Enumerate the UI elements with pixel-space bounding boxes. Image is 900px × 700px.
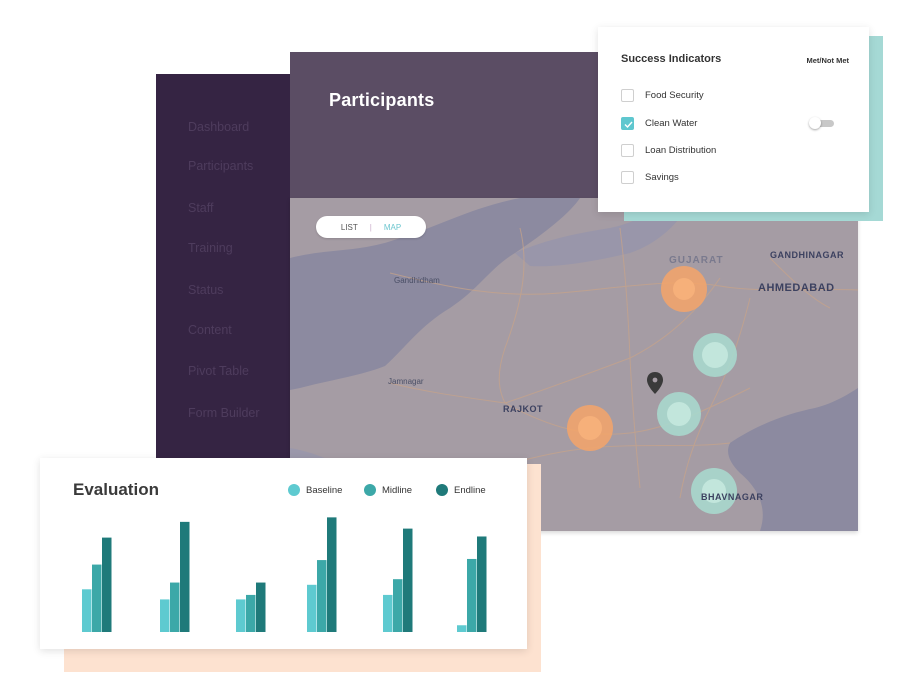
map-roads — [389, 227, 858, 499]
food-security-checkbox[interactable] — [621, 88, 634, 102]
indicator-label: Food Security — [645, 89, 704, 101]
indicator-loan-distribution[interactable]: Loan Distribution — [621, 142, 716, 158]
gulf-of-kutch — [290, 198, 580, 390]
bar-baseline-3 — [236, 599, 246, 632]
evaluation-title: Evaluation — [73, 480, 159, 499]
bar-endline-2 — [180, 521, 190, 632]
cluster-teal-2[interactable] — [657, 392, 701, 436]
bar-baseline-5 — [383, 594, 393, 632]
bar-midline-3 — [246, 594, 256, 632]
bar-baseline-2 — [160, 599, 170, 632]
legend-label: Baseline — [306, 484, 343, 496]
legend-endline: Endline — [436, 484, 486, 496]
map-label-ahmedabad: AHMEDABAD — [758, 282, 835, 294]
map-label-gujarat: GUJARAT — [669, 255, 724, 266]
page-title: Participants — [329, 90, 435, 110]
success-indicators-title: Success Indicators — [621, 53, 722, 65]
map-label-gandhinagar: GANDHINAGAR — [770, 250, 844, 260]
sidebar-item-pivot-table[interactable]: Pivot Table — [188, 364, 249, 378]
check-icon — [624, 121, 633, 128]
map-pin-icon[interactable] — [647, 372, 663, 394]
legend-dot — [436, 484, 448, 496]
sidebar-item-training[interactable]: Training — [188, 241, 233, 255]
sidebar: Dashboard Participants Staff Training St… — [156, 74, 290, 474]
evaluation-card: Evaluation Baseline Midline Endline — [40, 458, 527, 649]
legend-label: Midline — [382, 484, 413, 496]
bar-baseline-1 — [82, 589, 92, 632]
sidebar-item-content[interactable]: Content — [188, 323, 232, 337]
legend-dot — [364, 484, 376, 496]
met-not-met-label: Met/Not Met — [806, 56, 850, 65]
indicator-label: Savings — [645, 171, 679, 183]
bar-endline-1 — [102, 537, 112, 632]
bar-midline-1 — [92, 564, 102, 632]
sidebar-item-form-builder[interactable]: Form Builder — [188, 406, 260, 420]
view-toggle: LIST | MAP — [316, 216, 426, 238]
bar-midline-4 — [317, 560, 327, 632]
map-label-rajkot: RAJKOT — [503, 404, 544, 414]
map-view-button[interactable]: MAP — [383, 222, 402, 232]
cluster-orange-gujarat[interactable] — [661, 266, 707, 312]
indicator-savings[interactable]: Savings — [621, 169, 679, 185]
toggle-separator: | — [369, 222, 372, 232]
bar-midline-2 — [170, 582, 180, 632]
indicator-label: Clean Water — [645, 117, 698, 129]
bar-midline-6 — [467, 558, 477, 632]
indicator-label: Loan Distribution — [645, 144, 717, 156]
bar-endline-6 — [477, 536, 487, 632]
sidebar-item-dashboard[interactable]: Dashboard — [188, 120, 250, 134]
cluster-teal-1[interactable] — [693, 333, 737, 377]
indicator-clean-water[interactable]: Clean Water — [621, 115, 697, 131]
cluster-orange-rajkot[interactable] — [567, 405, 613, 451]
met-toggle-switch[interactable] — [809, 117, 834, 129]
sidebar-item-status[interactable]: Status — [188, 283, 224, 297]
bar-baseline-6 — [457, 625, 467, 632]
legend-dot — [288, 484, 300, 496]
bar-midline-5 — [393, 579, 403, 632]
clean-water-checkbox[interactable] — [621, 116, 634, 130]
bar-endline-5 — [403, 528, 413, 632]
legend-midline: Midline — [364, 484, 412, 496]
cluster-teal-3[interactable] — [691, 468, 737, 514]
sidebar-item-staff[interactable]: Staff — [188, 201, 214, 215]
legend-baseline: Baseline — [288, 484, 342, 496]
list-view-button[interactable]: LIST — [340, 222, 358, 232]
map-label-jamnagar: Jamnagar — [388, 377, 424, 386]
legend-label: Endline — [454, 484, 486, 496]
indicator-food-security[interactable]: Food Security — [621, 87, 704, 103]
bar-endline-3 — [256, 582, 266, 632]
loan-distribution-checkbox[interactable] — [621, 143, 634, 157]
map-label-gandhidham: Gandhidham — [394, 276, 440, 285]
map-label-bhavnagar: BHAVNAGAR — [701, 492, 764, 502]
evaluation-chart — [82, 517, 487, 632]
gulf-of-khambhat — [728, 388, 858, 531]
bar-baseline-4 — [307, 584, 317, 632]
savings-checkbox[interactable] — [621, 170, 634, 184]
bar-endline-4 — [327, 517, 337, 632]
success-indicators-panel: Success Indicators Met/Not Met Food Secu… — [598, 27, 869, 212]
sidebar-item-participants[interactable]: Participants — [188, 159, 254, 173]
